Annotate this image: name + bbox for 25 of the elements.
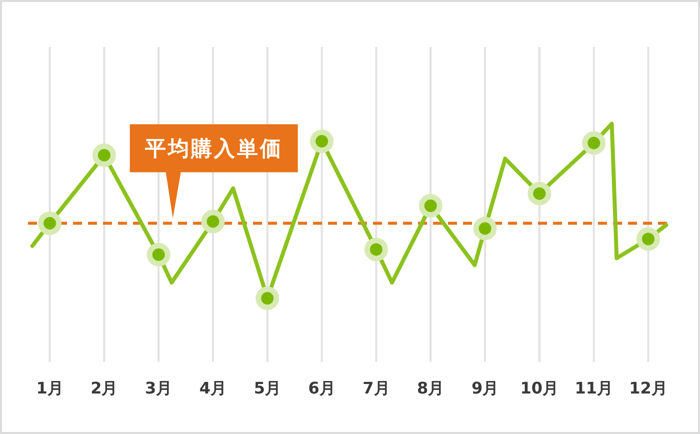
x-tick-label: 5月 (254, 378, 281, 398)
point (38, 212, 62, 236)
point (473, 216, 497, 240)
point (256, 286, 280, 310)
x-tick-label: 12月 (629, 378, 668, 398)
point (364, 238, 388, 262)
x-tick-label: 10月 (520, 378, 559, 398)
x-tick-label: 1月 (36, 378, 64, 398)
point (201, 210, 225, 234)
point (146, 242, 170, 266)
x-tick-label: 9月 (471, 378, 499, 398)
x-tick-label: 3月 (145, 378, 172, 398)
ref-line-label: 平均購入単価 (144, 136, 283, 160)
x-tick-label: 4月 (199, 378, 227, 398)
point (92, 143, 116, 167)
point (418, 194, 442, 218)
point (528, 182, 552, 206)
x-tick-label: 6月 (308, 378, 336, 398)
x-tick-label: 11月 (574, 378, 613, 398)
point (636, 227, 660, 251)
point (582, 131, 606, 155)
point (310, 129, 334, 153)
x-tick-label: 8月 (417, 378, 444, 398)
x-tick-label: 7月 (362, 378, 390, 398)
x-tick-label: 2月 (90, 378, 118, 398)
